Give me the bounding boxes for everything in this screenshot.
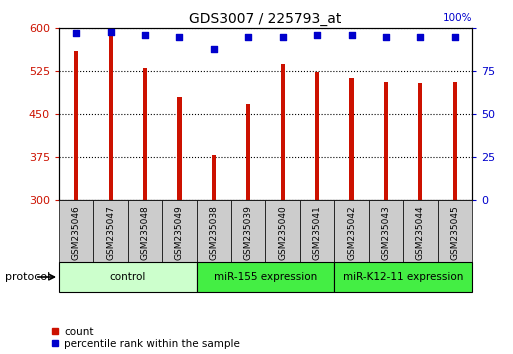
Bar	[315, 72, 319, 200]
Text: GSM235047: GSM235047	[106, 205, 115, 260]
Bar	[349, 78, 353, 200]
Point	[72, 31, 81, 36]
Title: GDS3007 / 225793_at: GDS3007 / 225793_at	[189, 12, 342, 26]
Bar	[452, 81, 457, 200]
Text: GSM235046: GSM235046	[72, 205, 81, 260]
Bar	[265, 200, 300, 262]
Bar	[369, 200, 403, 262]
Bar	[196, 200, 231, 262]
Text: GSM235039: GSM235039	[244, 205, 253, 260]
Bar	[334, 262, 472, 292]
Point	[382, 34, 390, 40]
Text: GSM235038: GSM235038	[209, 205, 219, 260]
Text: GSM235043: GSM235043	[382, 205, 390, 260]
Text: miR-K12-11 expression: miR-K12-11 expression	[343, 272, 463, 282]
Bar	[143, 68, 147, 200]
Bar	[93, 200, 128, 262]
Bar	[281, 64, 285, 200]
Bar	[334, 200, 369, 262]
Point	[107, 29, 115, 35]
Text: GSM235045: GSM235045	[450, 205, 459, 260]
Bar	[162, 200, 196, 262]
Text: control: control	[110, 272, 146, 282]
Point	[244, 34, 252, 40]
Legend: count, percentile rank within the sample: count, percentile rank within the sample	[51, 327, 240, 349]
Point	[450, 34, 459, 40]
Text: GSM235040: GSM235040	[278, 205, 287, 260]
Bar	[212, 155, 216, 200]
Bar	[59, 200, 93, 262]
Text: 100%: 100%	[442, 13, 472, 23]
Bar	[403, 200, 438, 262]
Text: GSM235041: GSM235041	[312, 205, 322, 260]
Bar	[59, 262, 196, 292]
Text: GSM235048: GSM235048	[141, 205, 149, 260]
Bar	[128, 200, 162, 262]
Bar	[438, 200, 472, 262]
Point	[210, 46, 218, 52]
Point	[416, 34, 424, 40]
Text: miR-155 expression: miR-155 expression	[214, 272, 317, 282]
Bar	[74, 51, 78, 200]
Bar	[384, 81, 388, 200]
Text: GSM235049: GSM235049	[175, 205, 184, 260]
Point	[141, 32, 149, 38]
Point	[313, 32, 321, 38]
Text: protocol: protocol	[5, 272, 50, 282]
Point	[175, 34, 184, 40]
Bar	[109, 34, 113, 200]
Bar	[246, 104, 250, 200]
Point	[347, 32, 356, 38]
Bar	[177, 97, 182, 200]
Point	[279, 34, 287, 40]
Bar	[300, 200, 334, 262]
Bar	[418, 83, 422, 200]
Text: GSM235042: GSM235042	[347, 205, 356, 259]
Bar	[231, 200, 266, 262]
Bar	[196, 262, 334, 292]
Text: GSM235044: GSM235044	[416, 205, 425, 259]
